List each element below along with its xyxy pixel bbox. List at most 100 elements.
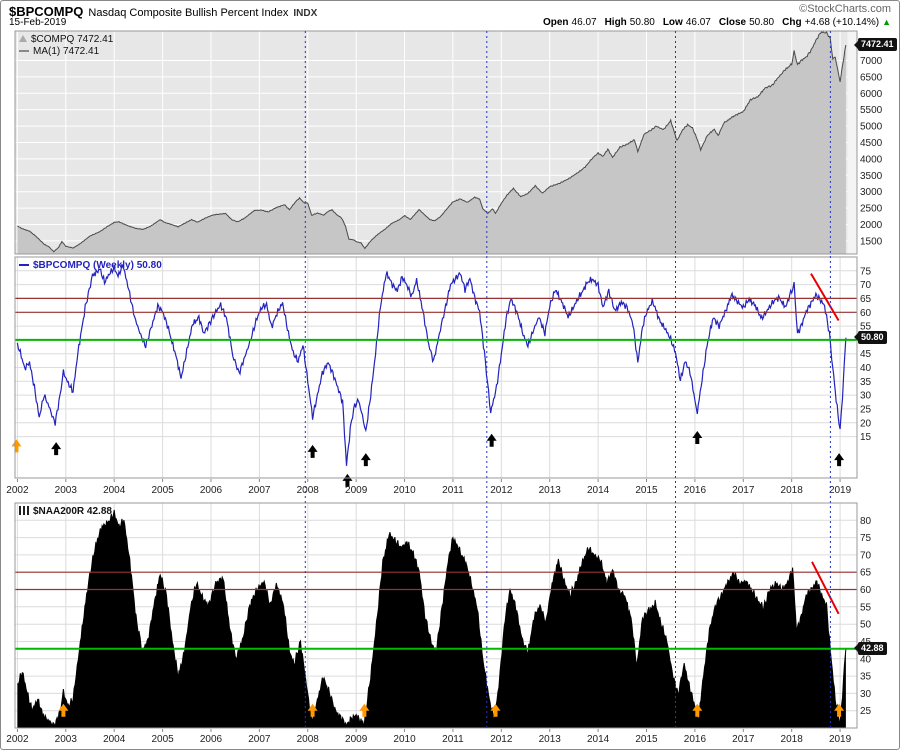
- svg-text:2006: 2006: [200, 734, 223, 745]
- marker-arrow-icon: [58, 703, 69, 717]
- svg-text:55: 55: [860, 322, 872, 333]
- svg-text:60: 60: [860, 585, 872, 596]
- chart-date: 15-Feb-2019: [9, 17, 67, 28]
- svg-text:2016: 2016: [684, 485, 707, 496]
- svg-text:2003: 2003: [55, 485, 78, 496]
- marker-arrow-icon: [834, 703, 845, 717]
- panel-border: [14, 502, 858, 729]
- svg-text:2002: 2002: [6, 485, 29, 496]
- svg-text:65: 65: [860, 568, 872, 579]
- svg-text:6000: 6000: [860, 89, 883, 100]
- svg-text:75: 75: [860, 533, 872, 544]
- svg-text:2009: 2009: [345, 485, 368, 496]
- svg-text:2014: 2014: [587, 485, 610, 496]
- svg-text:2004: 2004: [103, 485, 126, 496]
- svg-text:2017: 2017: [732, 485, 755, 496]
- naa200r-legend: $NAA200R 42.88: [19, 506, 112, 518]
- svg-text:2003: 2003: [55, 734, 78, 745]
- ma-line-icon: [19, 50, 29, 53]
- panel-border: [14, 256, 858, 479]
- low-value: 46.07: [685, 17, 711, 28]
- svg-text:65: 65: [860, 294, 872, 305]
- svg-text:2005: 2005: [151, 485, 174, 496]
- marker-arrow-icon: [359, 703, 370, 717]
- svg-text:50: 50: [860, 620, 872, 631]
- naa200r-area: [17, 510, 846, 728]
- compq-y-axis: 7000 6500 6000 5500 5000 4500 4000 3500 3000 2500…: [860, 56, 883, 247]
- svg-text:2015: 2015: [635, 734, 658, 745]
- svg-text:6500: 6500: [860, 72, 883, 83]
- svg-text:2014: 2014: [587, 734, 610, 745]
- marker-arrow-icon: [692, 703, 703, 717]
- marker-arrow-icon: [692, 431, 703, 445]
- svg-text:2008: 2008: [297, 734, 320, 745]
- naa200r-price-tag: 42.88: [854, 641, 887, 655]
- svg-text:75: 75: [860, 266, 872, 277]
- svg-text:20: 20: [860, 418, 872, 429]
- svg-text:7000: 7000: [860, 56, 883, 67]
- area-chart-icon: [19, 35, 27, 42]
- svg-text:35: 35: [860, 672, 872, 683]
- svg-text:2016: 2016: [684, 734, 707, 745]
- compq-ma-label: MA(1) 7472.41: [33, 46, 100, 57]
- svg-text:40: 40: [860, 363, 872, 374]
- svg-text:2019: 2019: [829, 485, 852, 496]
- copyright: ©StockCharts.com: [799, 3, 891, 15]
- svg-text:2015: 2015: [635, 485, 658, 496]
- trendline: [811, 561, 840, 615]
- svg-text:40: 40: [860, 654, 872, 665]
- close-label: Close: [718, 17, 747, 28]
- high-value: 50.80: [629, 17, 655, 28]
- compq-price-tag: 7472.41: [854, 38, 897, 52]
- svg-text:5500: 5500: [860, 105, 883, 116]
- open-value: 46.07: [571, 17, 597, 28]
- svg-text:35: 35: [860, 377, 872, 388]
- svg-text:2013: 2013: [539, 485, 562, 496]
- svg-text:25: 25: [860, 706, 872, 717]
- vertical-marker-lines: [304, 31, 831, 728]
- svg-text:2011: 2011: [442, 485, 464, 496]
- svg-text:15: 15: [860, 432, 872, 443]
- svg-text:3000: 3000: [860, 187, 883, 198]
- symbol: $BPCOMPQ: [9, 4, 84, 19]
- low-label: Low: [662, 17, 683, 28]
- svg-text:2010: 2010: [393, 734, 416, 745]
- svg-text:3500: 3500: [860, 171, 883, 182]
- histogram-icon: [19, 506, 29, 515]
- marker-arrow-icon: [307, 703, 318, 717]
- marker-arrow-icon: [490, 703, 501, 717]
- line-chart-icon: [19, 264, 29, 267]
- svg-text:2002: 2002: [6, 734, 29, 745]
- svg-text:2009: 2009: [345, 734, 368, 745]
- exchange-label: INDX: [293, 8, 318, 19]
- svg-text:2018: 2018: [781, 485, 804, 496]
- naa200r-y-axis: 807570656055504540353025: [860, 516, 872, 717]
- up-arrow-icon: ▲: [882, 17, 891, 27]
- marker-arrow-icon: [342, 473, 353, 487]
- bpcompq-price-tag: 50.80: [854, 330, 887, 344]
- compq-legend-label: $COMPQ 7472.41: [31, 34, 114, 45]
- chg-value: +4.68 (+10.14%): [804, 17, 880, 28]
- compq-area: [17, 31, 846, 255]
- svg-text:2004: 2004: [103, 734, 126, 745]
- close-value: 50.80: [749, 17, 775, 28]
- svg-text:2018: 2018: [781, 734, 804, 745]
- svg-text:1500: 1500: [860, 236, 883, 247]
- svg-text:25: 25: [860, 404, 872, 415]
- bpcompq-legend: $BPCOMPQ (Weekly) 50.80: [19, 260, 162, 272]
- svg-text:2005: 2005: [151, 734, 174, 745]
- chg-label: Chg: [782, 17, 802, 28]
- open-label: Open: [542, 17, 569, 28]
- quote-row: Open 46.07 High 50.80 Low 46.07 Close 50.80 Chg +…: [9, 17, 891, 28]
- panel-compq: [14, 30, 858, 255]
- x-axis: 2002 2002 2003 2003 2004 2004 2005 2005 2006 2006…: [6, 479, 852, 745]
- svg-text:2017: 2017: [732, 734, 755, 745]
- svg-text:80: 80: [860, 516, 872, 527]
- svg-text:60: 60: [860, 308, 872, 319]
- marker-arrow-icon: [834, 453, 845, 467]
- marker-arrow-icon: [360, 453, 371, 467]
- page-title: Nasdaq Composite Bullish Percent Index: [88, 7, 289, 19]
- compq-line: [17, 31, 847, 253]
- svg-text:2000: 2000: [860, 220, 883, 231]
